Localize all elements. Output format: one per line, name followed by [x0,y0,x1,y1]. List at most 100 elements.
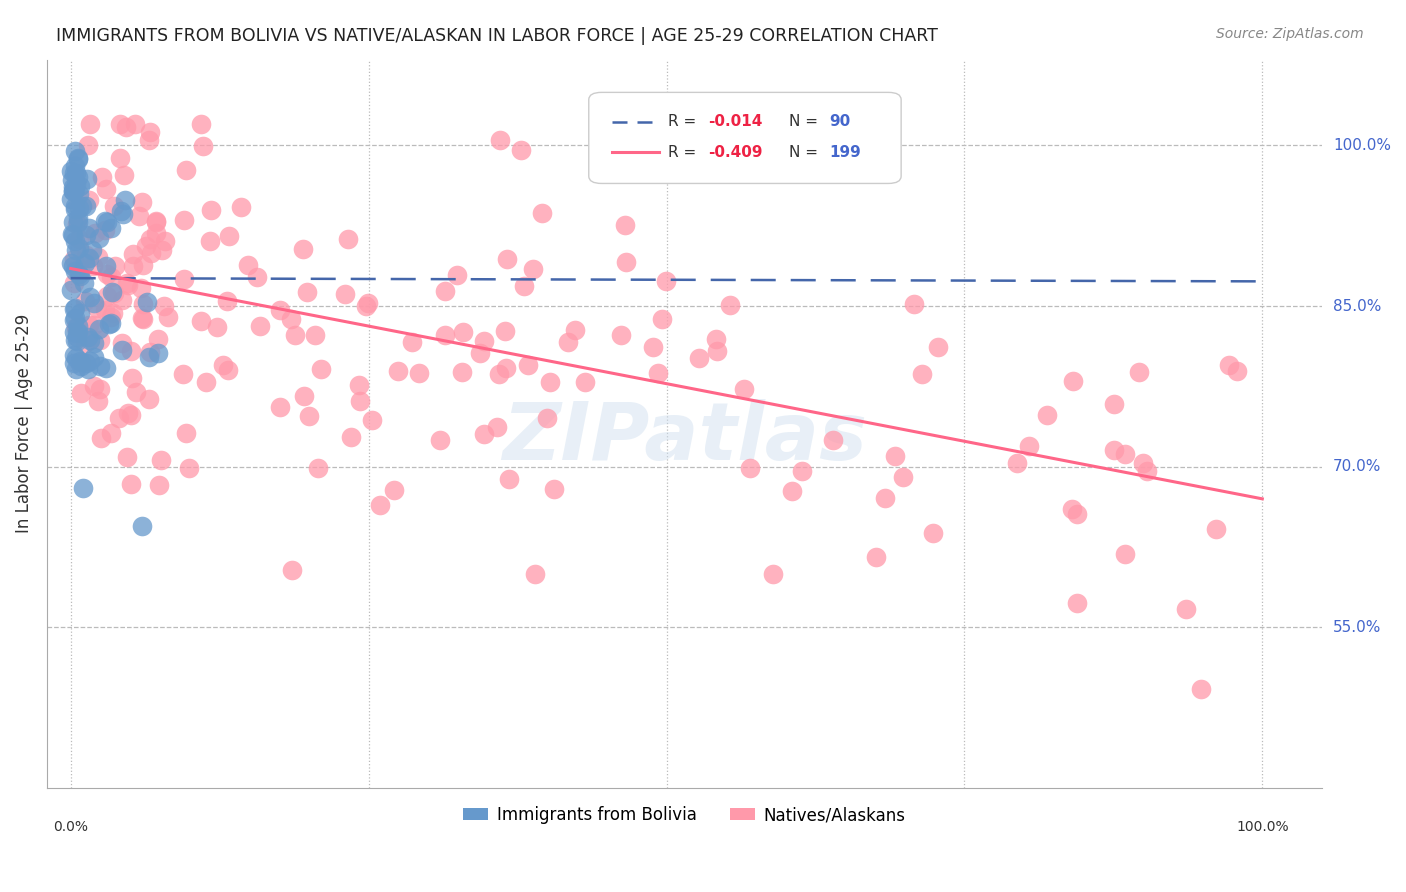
Point [111,293,134,307]
Point [246,269,269,284]
Point [96,215,118,229]
Point [236,258,259,272]
Point [927,340,949,354]
Point [63,325,86,339]
Point [82,243,104,257]
Point [83,351,105,365]
Point [217,362,239,376]
Point [111,335,134,350]
Point [100,425,122,440]
Point [69,354,91,368]
Point [200,202,222,217]
Point [77,221,100,235]
Point [173,272,195,286]
Text: N =: N = [789,114,823,129]
Point [1114,446,1136,460]
Point [79,252,101,266]
Point [922,526,945,541]
Point [70,199,93,213]
Point [1218,358,1240,372]
Point [65,177,87,191]
Point [60,283,83,297]
Point [83,335,105,350]
Point [138,133,160,147]
Point [91,170,114,185]
Point [198,234,221,248]
Point [86,301,108,315]
Point [76,330,98,344]
Point [280,563,302,577]
Point [150,243,173,257]
Point [79,354,101,368]
Point [115,120,138,135]
Point [98,317,121,331]
Point [103,285,125,300]
Point [94,259,117,273]
Point [429,433,451,447]
Point [111,343,134,357]
Point [89,334,111,348]
Point [688,351,710,365]
Point [76,171,98,186]
Text: N =: N = [789,145,823,160]
Point [60,256,83,270]
Point [148,477,170,491]
Point [63,144,86,158]
Point [513,279,536,293]
Point [62,215,84,229]
Point [96,267,118,281]
Point [77,318,100,332]
Point [903,296,925,310]
Text: 100.0%: 100.0% [1333,137,1391,153]
Point [67,211,90,226]
Point [111,207,134,221]
Point [297,285,319,299]
Point [122,247,145,261]
Point [83,379,105,393]
Point [62,184,84,198]
Point [94,182,117,196]
Point [69,268,91,283]
Text: 100.0%: 100.0% [1236,821,1289,834]
Point [66,334,89,349]
Point [100,270,122,285]
Point [292,389,315,403]
Point [131,297,153,311]
Point [1036,408,1059,422]
Point [59,192,82,206]
Point [89,382,111,396]
Point [157,310,180,325]
Point [131,258,153,272]
Point [66,152,89,166]
Point [65,351,87,365]
Point [249,318,271,333]
Point [387,364,409,378]
Point [112,168,135,182]
Point [93,223,115,237]
Point [357,295,380,310]
Point [63,166,86,180]
Point [408,366,430,380]
Point [66,326,89,340]
Point [138,350,160,364]
Point [269,302,291,317]
Point [873,491,896,505]
Point [1066,508,1088,522]
Point [543,482,565,496]
Point [87,250,110,264]
Point [60,163,83,178]
Point [510,143,533,157]
Point [647,366,669,380]
Point [79,333,101,347]
Point [60,227,83,241]
Point [76,361,98,376]
Point [120,408,142,422]
Point [486,419,509,434]
Point [62,228,84,243]
Point [138,345,160,359]
Point [340,429,363,443]
Point [65,234,87,248]
Point [84,226,107,240]
Point [382,483,405,497]
Text: R =: R = [668,145,702,160]
